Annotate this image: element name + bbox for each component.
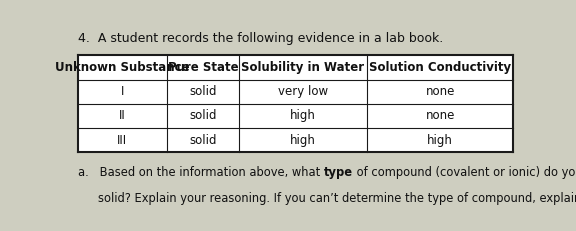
Text: a.   Based on the information above, what: a. Based on the information above, what [78,166,324,179]
Text: Unknown Substance: Unknown Substance [55,61,190,74]
Bar [78,55,513,152]
Text: solid: solid [189,85,217,98]
Text: high: high [290,109,316,122]
Text: solid? Explain your reasoning. If you can’t determine the type of compound, expl: solid? Explain your reasoning. If you ca… [98,192,576,205]
Text: very low: very low [278,85,328,98]
Text: none: none [426,85,455,98]
Text: none: none [426,109,455,122]
Text: III: III [118,134,127,147]
Text: Pure State: Pure State [168,61,238,74]
Text: II: II [119,109,126,122]
Text: Solution Conductivity: Solution Conductivity [369,61,511,74]
Text: high: high [290,134,316,147]
Text: type: type [324,166,353,179]
Text: solid: solid [189,109,217,122]
Text: of compound (covalent or ionic) do you: of compound (covalent or ionic) do you [353,166,576,179]
Text: solid: solid [189,134,217,147]
Text: high: high [427,134,453,147]
Text: 4.  A student records the following evidence in a lab book.: 4. A student records the following evide… [78,32,443,45]
Text: I: I [121,85,124,98]
Text: Solubility in Water: Solubility in Water [241,61,365,74]
